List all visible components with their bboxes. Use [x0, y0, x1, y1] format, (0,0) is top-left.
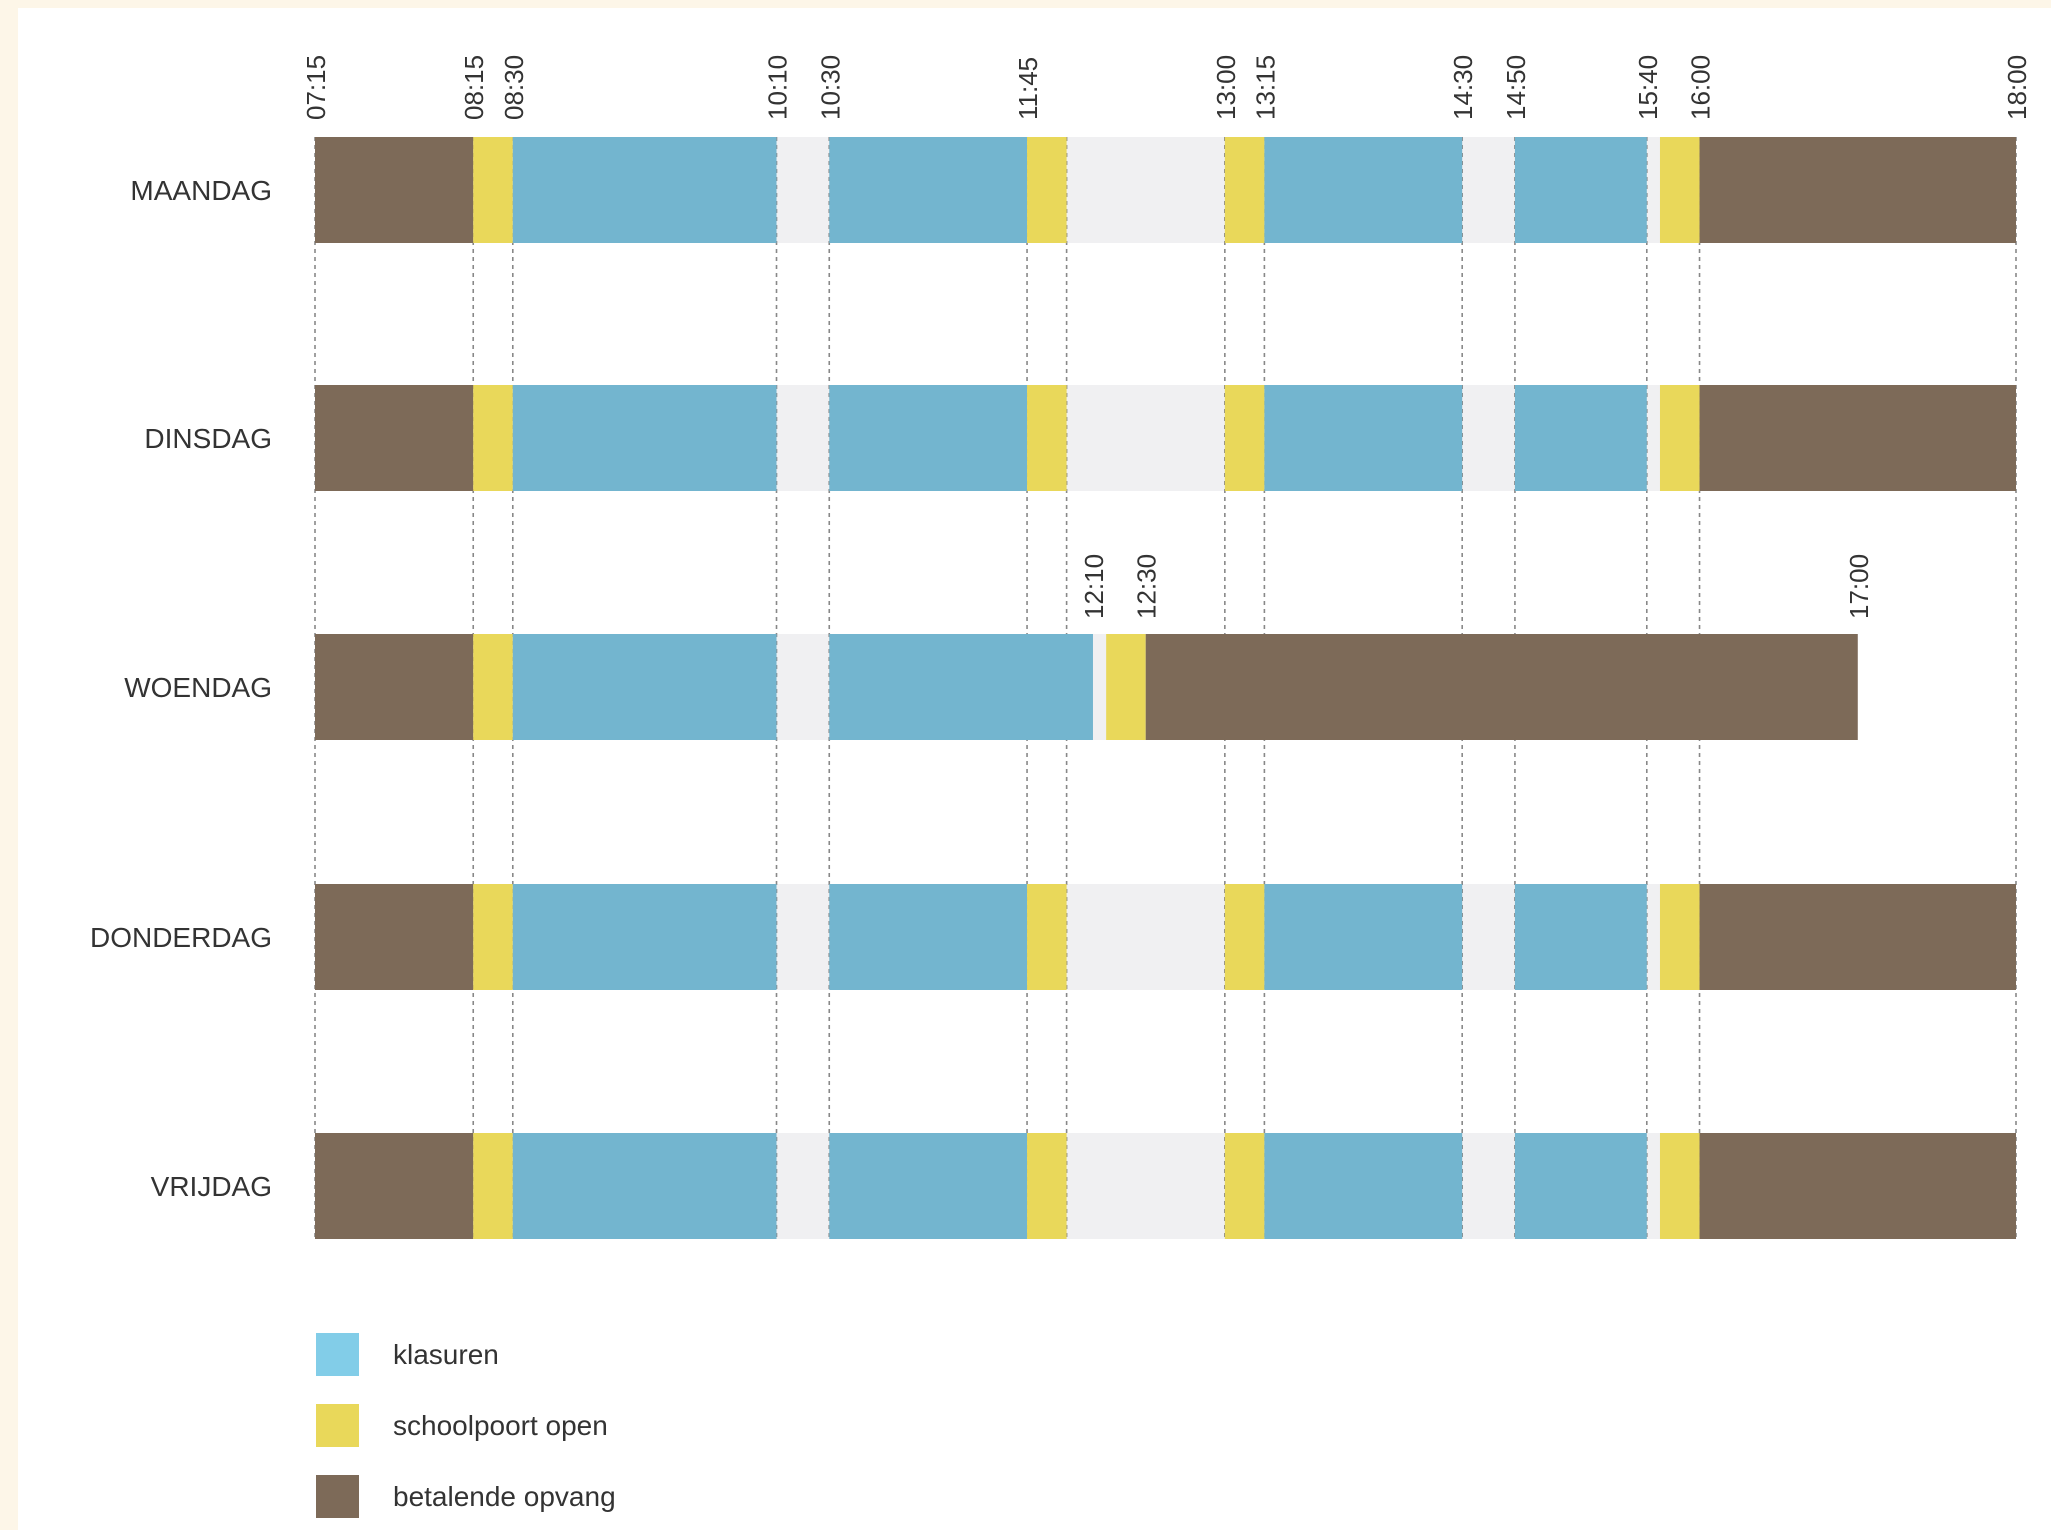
segment-vrijdag-klasuren-2 — [512, 1133, 777, 1239]
wednesday-time-label-1210: 12:10 — [1079, 554, 1109, 619]
legend-label-schoolpoort-open: schoolpoort open — [393, 1410, 608, 1441]
time-label-1430: 14:30 — [1448, 55, 1478, 120]
segment-woendag-schoolpoort-open-1 — [473, 634, 513, 740]
segment-maandag-klasuren-8 — [1264, 137, 1463, 243]
time-label-1540: 15:40 — [1633, 55, 1663, 120]
time-label-0715: 07:15 — [301, 55, 331, 120]
time-label-1600: 16:00 — [1686, 55, 1716, 120]
schedule-bars — [315, 137, 2016, 1239]
segment-vrijdag-schoolpoort-open-7 — [1224, 1133, 1265, 1239]
segment-vrijdag-schoolpoort-open-5 — [1027, 1133, 1067, 1239]
segment-vrijdag-schoolpoort-open-12 — [1659, 1133, 1700, 1239]
legend-label-klasuren: klasuren — [393, 1339, 499, 1370]
segment-donderdag-klasuren-8 — [1264, 884, 1463, 990]
legend-swatch-betalende-opvang — [316, 1475, 359, 1518]
segment-dinsdag-klasuren-8 — [1264, 385, 1463, 491]
legend: klasuren schoolpoort open betalende opvang — [316, 1333, 616, 1518]
segment-donderdag-betalende-opvang-13 — [1699, 884, 2016, 990]
segment-donderdag-klasuren-2 — [512, 884, 777, 990]
time-label-0830: 08:30 — [499, 55, 529, 120]
segment-maandag-betalende-opvang-0 — [315, 137, 474, 243]
time-label-0815: 08:15 — [459, 55, 489, 120]
segment-maandag-schoolpoort-open-7 — [1224, 137, 1265, 243]
day-label: DONDERDAG — [90, 922, 272, 953]
segment-donderdag-klasuren-4 — [829, 884, 1028, 990]
segment-maandag-klasuren-10 — [1514, 137, 1647, 243]
top-time-labels: 07:15 08:15 08:30 10:10 10:30 11:45 13:00 13:15… — [301, 55, 2032, 120]
time-label-1010: 10:10 — [763, 55, 793, 120]
segment-donderdag-schoolpoort-open-5 — [1027, 884, 1067, 990]
legend-swatch-schoolpoort-open — [316, 1404, 359, 1447]
segment-dinsdag-betalende-opvang-0 — [315, 385, 474, 491]
segment-woendag-schoolpoort-open-5 — [1106, 634, 1146, 740]
segment-vrijdag-betalende-opvang-13 — [1699, 1133, 2016, 1239]
day-label: DINSDAG — [144, 423, 272, 454]
segment-maandag-schoolpoort-open-12 — [1659, 137, 1700, 243]
segment-donderdag-schoolpoort-open-7 — [1224, 884, 1265, 990]
segment-woendag-betalende-opvang-0 — [315, 634, 474, 740]
segment-vrijdag-klasuren-10 — [1514, 1133, 1647, 1239]
chart-panel: 07:15 08:15 08:30 10:10 10:30 11:45 13:00 13:15… — [18, 8, 2051, 1530]
segment-dinsdag-betalende-opvang-13 — [1699, 385, 2016, 491]
segment-maandag-klasuren-2 — [512, 137, 777, 243]
segment-woendag-klasuren-4 — [829, 634, 1093, 740]
segment-maandag-schoolpoort-open-1 — [473, 137, 513, 243]
wednesday-time-label-1700: 17:00 — [1844, 554, 1874, 619]
segment-donderdag-schoolpoort-open-12 — [1659, 884, 1700, 990]
segment-dinsdag-klasuren-4 — [829, 385, 1028, 491]
time-label-1300: 13:00 — [1211, 55, 1241, 120]
segment-maandag-klasuren-4 — [829, 137, 1028, 243]
segment-dinsdag-schoolpoort-open-5 — [1027, 385, 1067, 491]
segment-dinsdag-klasuren-2 — [512, 385, 777, 491]
day-label: MAANDAG — [130, 175, 272, 206]
segment-dinsdag-schoolpoort-open-1 — [473, 385, 513, 491]
segment-vrijdag-klasuren-8 — [1264, 1133, 1463, 1239]
day-labels: MAANDAG DINSDAG WOENDAG DONDERDAG VRIJDAG — [90, 175, 272, 1202]
wednesday-time-labels: 12:10 12:30 17:00 — [1079, 554, 1874, 619]
day-label: WOENDAG — [124, 672, 272, 703]
wednesday-time-label-1230: 12:30 — [1132, 554, 1162, 619]
time-label-1315: 13:15 — [1250, 55, 1280, 120]
segment-maandag-betalende-opvang-13 — [1699, 137, 2016, 243]
time-label-1800: 18:00 — [2002, 55, 2032, 120]
time-label-1145: 11:45 — [1013, 57, 1043, 120]
timetable-chart: 07:15 08:15 08:30 10:10 10:30 11:45 13:00 13:15… — [90, 55, 2032, 1518]
day-label: VRIJDAG — [151, 1171, 272, 1202]
segment-donderdag-klasuren-10 — [1514, 884, 1647, 990]
segment-vrijdag-klasuren-4 — [829, 1133, 1028, 1239]
segment-vrijdag-schoolpoort-open-1 — [473, 1133, 513, 1239]
segment-dinsdag-klasuren-10 — [1514, 385, 1647, 491]
legend-swatch-klasuren — [316, 1333, 359, 1376]
segment-vrijdag-betalende-opvang-0 — [315, 1133, 474, 1239]
segment-maandag-schoolpoort-open-5 — [1027, 137, 1067, 243]
segment-donderdag-betalende-opvang-0 — [315, 884, 474, 990]
segment-dinsdag-schoolpoort-open-12 — [1659, 385, 1700, 491]
segment-dinsdag-schoolpoort-open-7 — [1224, 385, 1265, 491]
segment-woendag-betalende-opvang-6 — [1145, 634, 1858, 740]
time-label-1030: 10:30 — [815, 55, 845, 120]
segment-woendag-klasuren-2 — [512, 634, 777, 740]
time-label-1450: 14:50 — [1501, 55, 1531, 120]
legend-label-betalende-opvang: betalende opvang — [393, 1481, 616, 1512]
segment-donderdag-schoolpoort-open-1 — [473, 884, 513, 990]
